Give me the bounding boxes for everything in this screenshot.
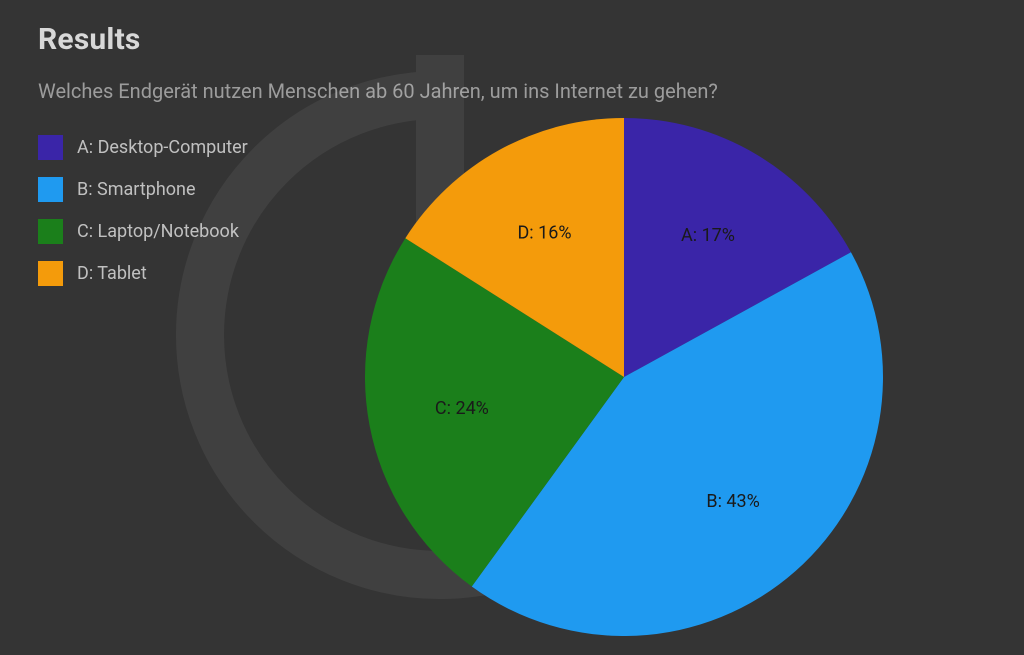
slice-label-a: A: 17%	[681, 225, 735, 246]
legend-item-b: B: Smartphone	[38, 177, 248, 202]
legend-item-c: C: Laptop/Notebook	[38, 219, 248, 244]
results-panel: Results Welches Endgerät nutzen Menschen…	[0, 0, 1024, 655]
legend-label: C: Laptop/Notebook	[77, 221, 239, 242]
results-title: Results	[38, 22, 986, 57]
legend-swatch	[38, 219, 63, 244]
slice-label-b: B: 43%	[706, 491, 759, 512]
legend-swatch	[38, 261, 63, 286]
legend-label: D: Tablet	[77, 263, 147, 284]
slice-label-c: C: 24%	[435, 398, 489, 419]
legend-item-a: A: Desktop-Computer	[38, 135, 248, 160]
pie-chart: A: 17% B: 43% C: 24% D: 16%	[365, 118, 883, 640]
legend-label: B: Smartphone	[77, 179, 196, 200]
legend: A: Desktop-Computer B: Smartphone C: Lapto…	[38, 135, 248, 303]
legend-item-d: D: Tablet	[38, 261, 248, 286]
question-text: Welches Endgerät nutzen Menschen ab 60 J…	[38, 79, 986, 103]
slice-label-d: D: 16%	[517, 222, 571, 243]
legend-swatch	[38, 135, 63, 160]
legend-label: A: Desktop-Computer	[77, 137, 248, 158]
legend-swatch	[38, 177, 63, 202]
